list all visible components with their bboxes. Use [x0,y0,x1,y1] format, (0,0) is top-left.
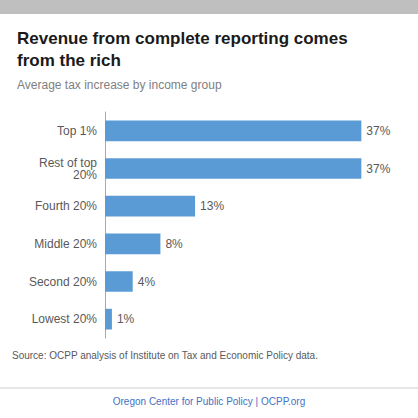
svg-text:Revenue from complete reportin: Revenue from complete reporting comes [17,29,348,48]
svg-text:Average tax increase by income: Average tax increase by income group [17,78,222,92]
svg-text:37%: 37% [366,162,390,176]
svg-text:from the rich: from the rich [17,51,121,70]
svg-text:Second 20%: Second 20% [29,275,97,289]
svg-text:4%: 4% [138,275,156,289]
svg-text:Rest of top: Rest of top [39,155,97,170]
svg-text:Lowest 20%: Lowest 20% [32,312,98,326]
svg-text:1%: 1% [117,312,135,326]
svg-text:Oregon Center for Public Polic: Oregon Center for Public Policy | OCPP.o… [113,396,306,407]
svg-text:Top 1%: Top 1% [57,124,97,138]
svg-text:Middle 20%: Middle 20% [34,237,97,251]
svg-text:Fourth 20%: Fourth 20% [35,199,97,213]
svg-text:Source: OCPP analysis of Insti: Source: OCPP analysis of Institute on Ta… [12,350,318,361]
svg-text:8%: 8% [165,237,183,251]
svg-text:37%: 37% [366,124,390,138]
svg-text:13%: 13% [200,199,224,213]
svg-text:20%: 20% [73,168,97,182]
